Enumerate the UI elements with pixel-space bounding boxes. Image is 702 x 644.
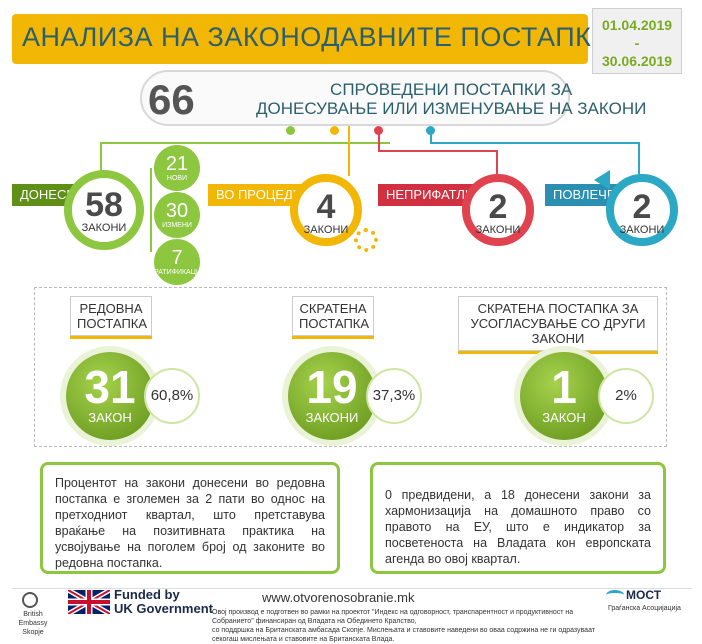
connector-rejected-v2 — [496, 150, 498, 178]
adopted-word: ЗАКОНИ — [81, 222, 127, 234]
date-separator: - — [634, 35, 640, 51]
ratifications-word: РАТИФИКАЦИИ — [154, 269, 206, 276]
category-circle-adopted: 58 ЗАКОНИ — [64, 170, 144, 250]
summary-line-1: СПРОВЕДЕНИ ПОСТАПКИ ЗА — [330, 80, 573, 99]
regular-percent: 60,8% — [144, 368, 200, 424]
category-circle-rejected: 2 ЗАКОНИ — [462, 174, 534, 246]
connector-adopted-v — [100, 142, 102, 178]
withdrawn-word: ЗАКОНИ — [619, 224, 665, 236]
procedure-number: 4 — [316, 188, 336, 226]
harmonization-number: 1 — [551, 361, 577, 413]
crest-icon — [22, 592, 38, 608]
footer-disclaimer: Овој производ е подготвен во рамки на пр… — [212, 608, 596, 644]
connector-procedure — [348, 126, 350, 176]
uk-flag-icon — [66, 587, 112, 617]
breakdown-new: 21 НОВИ — [154, 145, 200, 191]
procedure-title-regular: РЕДОВНА ПОСТАПКА — [70, 296, 152, 336]
footer-divider — [12, 588, 692, 589]
header-band — [12, 14, 588, 64]
ratifications-number: 7 — [171, 247, 183, 269]
new-number: 21 — [165, 153, 189, 175]
date-to: 30.06.2019 — [601, 53, 673, 69]
summary-text: СПРОВЕДЕНИ ПОСТАПКИ ЗА ДОНЕСУВАЊЕ ИЛИ ИЗ… — [256, 80, 646, 118]
rejected-number: 2 — [488, 188, 508, 226]
regular-word: ЗАКОН — [88, 410, 132, 425]
procedure-circle-shortened: 19 ЗАКОНИ — [288, 352, 376, 440]
procedure-title-harmonization: СКРАТЕНА ПОСТАПКА ЗА УСОГЛАСУВАЊЕ СО ДРУ… — [458, 296, 658, 351]
category-circle-withdrawn: 2 ЗАКОНИ — [606, 174, 678, 246]
funded-line1: Funded by — [114, 587, 180, 602]
date-from: 01.04.2019 — [601, 17, 673, 33]
connector-rejected-v1 — [378, 130, 380, 150]
regular-number: 31 — [84, 361, 136, 413]
breakdown-ratifications: 7 РАТИФИКАЦИИ — [154, 239, 206, 285]
disclaimer-line1: Овој производ е подготвен во рамки на пр… — [212, 609, 574, 625]
new-word: НОВИ — [166, 175, 188, 182]
procedure-word: ЗАКОНИ — [303, 224, 349, 236]
shortened-title-line1: СКРАТЕНА — [299, 301, 367, 316]
connector-rejected-h — [378, 150, 498, 152]
dot-procedure — [330, 126, 339, 135]
embassy-line2: Skopje — [22, 629, 44, 636]
breakdown-bracket — [150, 168, 152, 252]
amendments-word: ИЗМЕНИ — [162, 222, 192, 229]
procedure-title-shortened: СКРАТЕНА ПОСТАПКА — [292, 296, 374, 336]
dot-rejected — [374, 126, 383, 135]
connector-withdrawn-h — [430, 142, 640, 144]
connector-adopted-h — [100, 142, 390, 144]
procedure-circle-regular: 31 ЗАКОН — [66, 352, 154, 440]
adopted-number: 58 — [85, 186, 123, 224]
shortened-title-line2: ПОСТАПКА — [299, 316, 370, 331]
disclaimer-line2: со поддршка на Британската амбасада Скоп… — [212, 627, 596, 643]
category-circle-procedure: 4 ЗАКОНИ — [290, 174, 362, 246]
harmonization-title-line1: СКРАТЕНА ПОСТАПКА ЗА — [477, 301, 639, 316]
breakdown-amendments: 30 ИЗМЕНИ — [154, 192, 200, 238]
harmonization-title-line2: УСОГЛАСУВАЊЕ СО ДРУГИ ЗАКОНИ — [470, 316, 646, 346]
summary-line-2: ДОНЕСУВАЊЕ ИЛИ ИЗМЕНУВАЊЕ НА ЗАКОНИ — [256, 99, 647, 118]
connector-withdrawn-v1 — [430, 130, 432, 142]
dot-withdrawn — [426, 126, 435, 135]
dot-adopted — [286, 126, 295, 135]
date-range-box: 01.04.2019 - 30.06.2019 — [592, 8, 682, 74]
note-left: Процентот на закони донесени во редовна … — [40, 462, 340, 574]
embassy-label: British Embassy Skopje — [10, 610, 56, 637]
most-subtitle: Граѓанска Асоцијација — [608, 605, 681, 612]
funded-by-label: Funded by UK Government — [114, 588, 213, 616]
rejected-word: ЗАКОНИ — [475, 224, 521, 236]
summary-pill — [140, 70, 570, 126]
most-name: МОСТ — [626, 588, 662, 602]
most-logo-icon — [606, 590, 624, 600]
harmonization-percent: 2% — [598, 368, 654, 424]
shortened-word: ЗАКОНИ — [305, 410, 359, 425]
gear-icon — [354, 228, 378, 252]
note-right: 0 предвидени, а 18 донесени закони за ха… — [370, 462, 666, 574]
amendments-number: 30 — [165, 200, 189, 222]
connector-withdrawn-v2 — [638, 142, 640, 176]
page-title: АНАЛИЗА НА ЗАКОНОДАВНИТЕ ПОСТАПКИ — [22, 22, 612, 52]
regular-title-line1: РЕДОВНА — [79, 301, 143, 316]
arrow-back-icon — [594, 170, 610, 190]
harmonization-word: ЗАКОН — [542, 410, 586, 425]
shortened-percent: 37,3% — [366, 368, 422, 424]
embassy-line1: British Embassy — [18, 611, 48, 627]
shortened-number: 19 — [306, 361, 358, 413]
procedure-circle-harmonization: 1 ЗАКОН — [520, 352, 608, 440]
website-link[interactable]: www.otvorenosobranie.mk — [262, 590, 415, 605]
funded-line2: UK Government — [114, 601, 213, 616]
regular-title-line2: ПОСТАПКА — [77, 316, 148, 331]
procedure-types-box — [34, 287, 667, 447]
withdrawn-number: 2 — [632, 188, 652, 226]
summary-number: 66 — [148, 76, 195, 123]
